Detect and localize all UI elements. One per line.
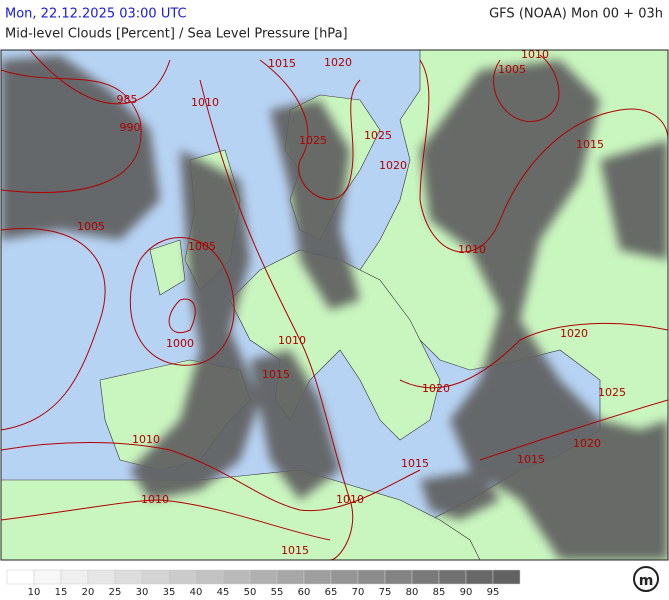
model-run: GFS (NOAA) Mon 00 + 03h <box>489 7 663 22</box>
legend-swatch <box>168 569 197 585</box>
legend-swatch <box>330 569 359 585</box>
legend-label: 20 <box>82 587 95 598</box>
isobar-label: 1020 <box>560 327 588 340</box>
legend-swatch <box>60 569 89 585</box>
map: 1015 1020 1010 1005 985 1010 990 1025 1025 1020 10… <box>1 48 668 560</box>
isobar-label: 1015 <box>268 57 296 70</box>
legend-label: 55 <box>271 587 284 598</box>
title: Mon, 22.12.2025 03:00 UTC <box>5 7 187 22</box>
isobar-label: 1015 <box>262 368 290 381</box>
legend-label: 25 <box>109 587 122 598</box>
legend-label: 10 <box>28 587 41 598</box>
isobar-label: 1020 <box>422 382 450 395</box>
svg-text:m: m <box>639 573 654 589</box>
subtitle: Mid-level Clouds [Percent] / Sea Level P… <box>5 27 348 42</box>
legend-swatch <box>114 569 143 585</box>
isobar-label: 1020 <box>324 56 352 69</box>
legend-label: 70 <box>352 587 365 598</box>
legend-swatch <box>141 569 170 585</box>
isobar-label: 1010 <box>141 493 169 506</box>
isobar-label: 1010 <box>191 96 219 109</box>
legend-label: 50 <box>244 587 257 598</box>
isobars <box>1 50 668 560</box>
legend-swatch <box>222 569 251 585</box>
logo: m <box>633 566 659 592</box>
legend-swatch <box>249 569 278 585</box>
isobar-label: 1025 <box>299 134 327 147</box>
isobar-label: 1010 <box>458 243 486 256</box>
legend-label: 90 <box>460 587 473 598</box>
legend-label: 80 <box>406 587 419 598</box>
isobar-label: 1010 <box>336 493 364 506</box>
legend-swatch <box>411 569 440 585</box>
isobar-label: 1010 <box>278 334 306 347</box>
legend-label: 15 <box>55 587 68 598</box>
legend-label: 35 <box>163 587 176 598</box>
legend-swatch <box>276 569 305 585</box>
isobar-labels: 1015 1020 1010 1005 985 1010 990 1025 1025 1020 10… <box>77 48 626 557</box>
legend-swatch <box>303 569 332 585</box>
clouds <box>1 55 668 560</box>
legend-label: 60 <box>298 587 311 598</box>
legend-swatch <box>357 569 386 585</box>
legend-swatch <box>438 569 467 585</box>
isobar-label: 1025 <box>364 129 392 142</box>
legend-label: 75 <box>379 587 392 598</box>
isobar-label: 1025 <box>598 386 626 399</box>
legend-label: 30 <box>136 587 149 598</box>
isobar-label: 990 <box>120 121 141 134</box>
legend-swatch <box>492 569 521 585</box>
isobar-label: 1005 <box>77 220 105 233</box>
legend-swatch <box>195 569 224 585</box>
map-frame <box>0 49 669 561</box>
legend-swatch <box>33 569 62 585</box>
isobar-label: 1005 <box>498 63 526 76</box>
isobar-label: 1005 <box>188 240 216 253</box>
isobar-label: 1010 <box>132 433 160 446</box>
isobar-label: 1010 <box>521 48 549 61</box>
legend-swatch <box>384 569 413 585</box>
legend-swatch <box>6 569 35 585</box>
isobar-label: 1020 <box>573 437 601 450</box>
legend-label: 40 <box>190 587 203 598</box>
isobar-label: 1000 <box>166 337 194 350</box>
legend-label: 45 <box>217 587 230 598</box>
isobar-label: 1015 <box>576 138 604 151</box>
legend-label: 65 <box>325 587 338 598</box>
isobar-label: 1020 <box>379 159 407 172</box>
isobar-label: 1015 <box>281 544 309 557</box>
isobar-label: 985 <box>117 93 138 106</box>
legend-swatch <box>87 569 116 585</box>
legend-label: 95 <box>487 587 500 598</box>
isobar-label: 1015 <box>517 453 545 466</box>
legend-label: 85 <box>433 587 446 598</box>
isobar-label: 1015 <box>401 457 429 470</box>
legend: 10 15 20 25 30 35 40 45 50 55 60 65 70 75 80 85 90 95 <box>6 569 521 598</box>
legend-swatch <box>465 569 494 585</box>
